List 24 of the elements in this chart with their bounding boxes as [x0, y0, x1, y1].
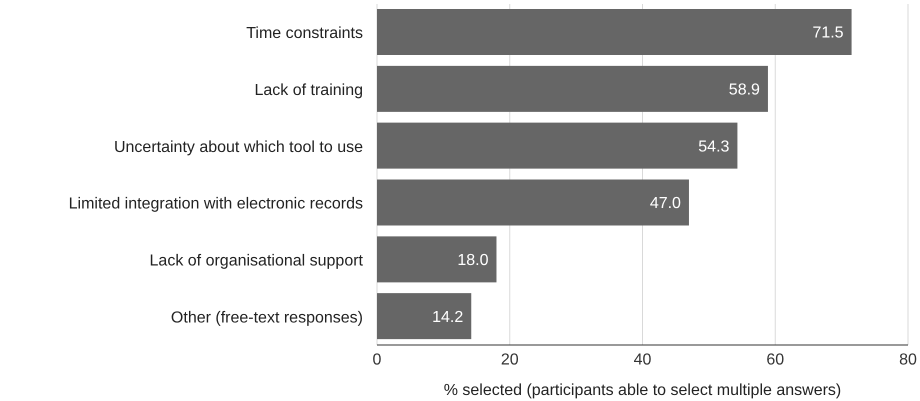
bar [377, 293, 472, 340]
x-tick-label: 0 [372, 351, 382, 368]
x-tick-label: 40 [634, 351, 652, 368]
bar [377, 180, 689, 226]
data-label: 18.0 [457, 252, 489, 270]
x-tick-label: 80 [899, 351, 917, 368]
data-label: 71.5 [812, 24, 844, 42]
y-tick-label: Other (free-text responses) [170, 309, 363, 326]
bar [377, 122, 738, 169]
x-tick-label: 20 [500, 351, 519, 368]
bar [377, 9, 852, 55]
data-label: 47.0 [650, 195, 682, 212]
x-tick-label: 60 [766, 351, 784, 368]
data-label: 14.2 [432, 308, 464, 326]
data-label: 54.3 [698, 138, 730, 156]
y-tick-label: Lack of organisational support [150, 252, 364, 270]
y-tick-label: Uncertainty about which tool to use [114, 138, 364, 156]
y-tick-label: Time constraints [246, 25, 363, 42]
bar [377, 66, 768, 112]
x-axis-title: % selected (participants able to select multiple answers) [444, 382, 842, 399]
y-tick-label: Limited integration with electronic records [68, 196, 363, 213]
y-tick-label: Lack of training [254, 82, 363, 99]
data-label: 58.9 [728, 82, 760, 99]
bar [377, 236, 496, 282]
